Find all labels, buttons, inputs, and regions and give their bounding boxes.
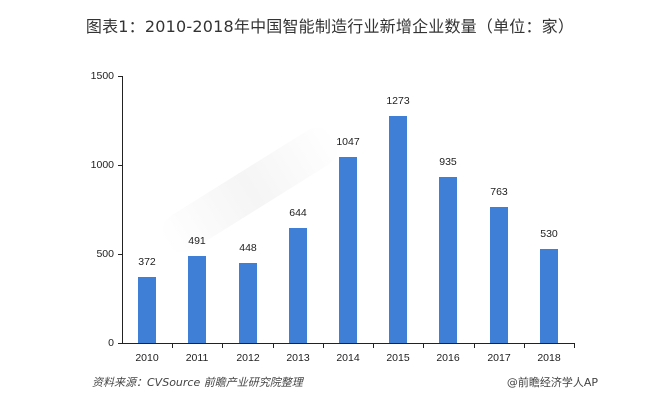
bar-value-label: 448	[239, 242, 257, 254]
y-axis-line	[122, 76, 123, 344]
x-tick	[222, 343, 223, 348]
bar-2015	[389, 116, 407, 343]
y-tick-label: 1500	[90, 70, 114, 82]
bar-value-label: 372	[138, 256, 156, 268]
x-tick	[273, 343, 274, 348]
bar-value-label: 1047	[336, 136, 360, 148]
y-tick-label: 500	[96, 248, 114, 260]
x-tick-label: 2014	[336, 352, 360, 364]
x-tick-label: 2017	[487, 352, 511, 364]
bar-value-label: 530	[540, 228, 558, 240]
y-tick-label: 1000	[90, 159, 114, 171]
bar-2017	[490, 207, 508, 343]
bar-2011	[188, 256, 206, 343]
x-tick	[474, 343, 475, 348]
y-tick	[118, 76, 122, 77]
bar-value-label: 491	[188, 235, 206, 247]
x-tick-label: 2016	[436, 352, 460, 364]
x-tick	[172, 343, 173, 348]
credit-watermark: @前瞻经济学人AP	[506, 376, 598, 389]
x-tick	[574, 343, 575, 348]
y-tick	[118, 165, 122, 166]
bar-value-label: 1273	[386, 95, 410, 107]
bar-2010	[138, 277, 156, 343]
x-tick-label: 2010	[135, 352, 159, 364]
x-tick-label: 2015	[386, 352, 410, 364]
x-axis-line	[122, 343, 574, 344]
x-tick	[423, 343, 424, 348]
x-tick-label: 2011	[185, 352, 209, 364]
chart-title: 图表1：2010-2018年中国智能制造行业新增企业数量（单位：家）	[85, 17, 575, 36]
x-tick-label: 2013	[286, 352, 310, 364]
source-note: 资料来源：CVSource 前瞻产业研究院整理	[92, 376, 303, 389]
bar-value-label: 763	[490, 186, 508, 198]
y-tick	[118, 254, 122, 255]
bar-2016	[439, 177, 457, 343]
y-tick	[118, 343, 122, 344]
bar-value-label: 644	[289, 207, 307, 219]
y-tick-label: 0	[108, 337, 114, 349]
bar-value-label: 935	[439, 156, 457, 168]
x-tick	[524, 343, 525, 348]
x-tick	[373, 343, 374, 348]
x-tick	[323, 343, 324, 348]
x-tick-label: 2018	[537, 352, 561, 364]
bar-2013	[289, 228, 307, 343]
bar-2014	[339, 157, 357, 343]
bar-2018	[540, 249, 558, 343]
x-tick-label: 2012	[236, 352, 260, 364]
bar-2012	[239, 263, 257, 343]
